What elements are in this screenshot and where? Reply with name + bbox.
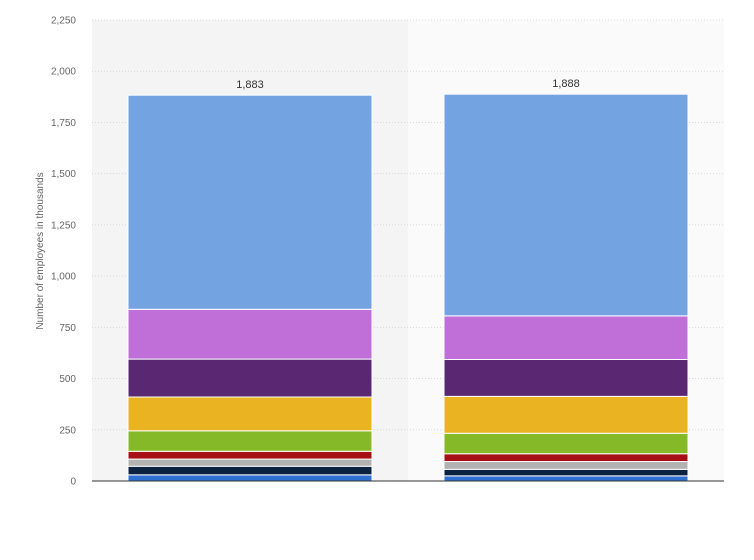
- bar-segment: [127, 465, 373, 476]
- bar-segment: [127, 94, 373, 310]
- y-tick-label: 750: [59, 323, 76, 334]
- y-tick-label: 1,000: [51, 272, 76, 283]
- total-labels: 1,883 1,888: [236, 78, 580, 91]
- bar-segment: [127, 308, 373, 360]
- bar-segment: [127, 450, 373, 460]
- bar-segment: [443, 475, 689, 482]
- bar-segment: [127, 458, 373, 467]
- y-tick-label: 1,750: [51, 118, 76, 129]
- y-tick-label: 500: [59, 374, 76, 385]
- bars: [127, 93, 689, 482]
- bar-segment: [443, 359, 689, 397]
- bar-segment: [443, 461, 689, 470]
- total-label: 1,888: [552, 78, 580, 90]
- y-tick-label: 250: [59, 425, 76, 436]
- bar-segment: [127, 430, 373, 452]
- bar-segment: [127, 474, 373, 482]
- y-axis-title: Number of employees in thousands: [35, 172, 46, 329]
- total-label: 1,883: [236, 79, 264, 91]
- bar-segment: [127, 358, 373, 398]
- y-tick-label: 2,000: [51, 67, 76, 78]
- bar-segment: [443, 468, 689, 477]
- bar-segment: [443, 315, 689, 361]
- bar-segment: [127, 396, 373, 432]
- bar-segment: [443, 395, 689, 434]
- bar-segment: [443, 93, 689, 317]
- bar-segment: [443, 432, 689, 455]
- y-tick-label: 1,500: [51, 169, 76, 180]
- y-tick-label: 2,250: [51, 16, 76, 27]
- y-tick-labels: 0 250 500 750 1,000 1,250 1,500 1,750 2,000 2,250: [51, 16, 76, 488]
- bar-segment: [443, 453, 689, 463]
- y-tick-label: 1,250: [51, 220, 76, 231]
- y-tick-label: 0: [70, 477, 76, 488]
